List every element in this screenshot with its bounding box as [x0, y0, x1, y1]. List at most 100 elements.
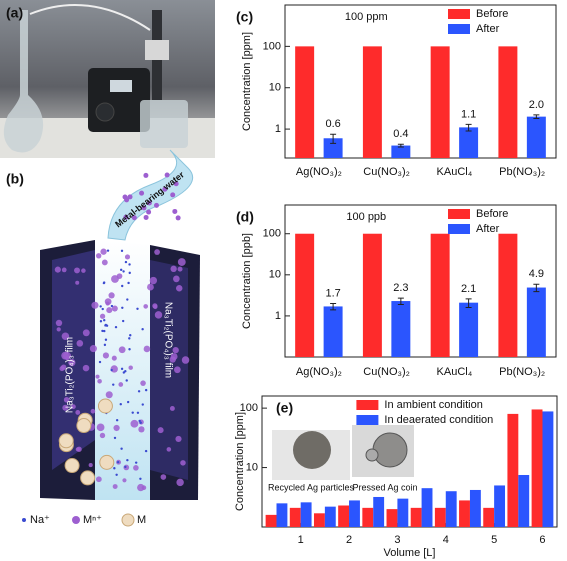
ion: [116, 273, 123, 280]
y-tick-label: 10: [269, 82, 281, 94]
ion: [128, 365, 133, 370]
ion: [70, 404, 76, 410]
legend-label: In ambient condition: [384, 399, 482, 411]
ion: [143, 172, 149, 178]
ion: [102, 281, 106, 285]
y-axis-label: Concentration [ppm]: [241, 32, 253, 131]
ion: [105, 391, 113, 399]
ion: [113, 424, 120, 432]
value-label: 0.4: [393, 128, 408, 140]
y-axis-label: Concentration [ppb]: [241, 233, 253, 329]
bar: [386, 509, 398, 527]
y-tick-label: 100: [263, 40, 281, 52]
ion: [99, 313, 106, 319]
ion: [141, 485, 147, 491]
ion: [144, 388, 148, 392]
annotation: Pressed Ag coin: [352, 482, 417, 492]
ion: [96, 423, 105, 432]
x-tick-label: Cu(NO₃)₂: [363, 366, 410, 378]
panel-label: (b): [6, 171, 24, 187]
ion: [120, 447, 123, 450]
ion: [166, 447, 172, 452]
ion: [119, 403, 122, 406]
bar: [434, 507, 446, 527]
ion: [121, 284, 124, 288]
bar: [507, 413, 519, 527]
ion: [115, 473, 118, 476]
ion: [103, 329, 106, 333]
error-bar: [397, 143, 404, 148]
ion: [129, 334, 132, 337]
ion: [128, 271, 131, 275]
bar: [362, 46, 382, 158]
ion: [82, 364, 90, 372]
bar: [373, 496, 385, 527]
error-bar: [465, 298, 472, 309]
ion: [147, 283, 154, 291]
ion: [130, 419, 139, 428]
ion: [100, 248, 107, 255]
bar: [518, 474, 530, 527]
legend-swatch: [448, 9, 470, 19]
panel-label: (a): [6, 5, 23, 21]
ion: [170, 192, 176, 198]
ion: [56, 327, 61, 332]
ion: [146, 209, 152, 215]
ion: [90, 408, 96, 414]
bar: [459, 302, 479, 357]
ion: [154, 249, 161, 255]
ion: [152, 303, 158, 309]
value-label: 0.6: [325, 118, 340, 130]
ion: [128, 348, 131, 351]
bar: [295, 233, 315, 357]
ion: [169, 406, 175, 411]
ion: [172, 208, 178, 214]
bar: [526, 287, 546, 357]
ion: [61, 267, 67, 273]
y-tick-label: 10: [269, 269, 281, 281]
bar: [421, 488, 433, 527]
bar: [265, 514, 277, 527]
ion: [141, 328, 144, 331]
bar: [494, 485, 506, 527]
x-tick-label: KAuCl₄: [437, 366, 473, 378]
ion: [101, 329, 104, 333]
bar: [542, 411, 554, 527]
ion: [122, 270, 125, 273]
x-tick-label: Pb(NO₃)₂: [499, 366, 545, 378]
ion: [81, 268, 86, 273]
ion: [74, 267, 80, 274]
ion: [127, 194, 133, 200]
ion: [160, 474, 167, 480]
ion: [106, 249, 110, 252]
ion: [82, 329, 90, 337]
legend-label: Na⁺: [30, 514, 50, 526]
ion: [110, 368, 113, 372]
ion: [175, 215, 181, 221]
ion: [99, 305, 102, 308]
ion: [76, 340, 84, 347]
ion: [104, 324, 107, 327]
ion: [136, 307, 139, 310]
ion: [62, 404, 69, 411]
ion: [125, 379, 128, 382]
panel-label: (d): [236, 209, 254, 225]
bar: [391, 145, 411, 158]
ion: [95, 374, 100, 379]
ion: [101, 307, 104, 311]
ion: [112, 383, 115, 386]
ion: [126, 298, 129, 301]
legend-label: After: [476, 23, 500, 35]
ion: [106, 307, 113, 314]
legend-label: After: [476, 223, 500, 235]
ion: [103, 319, 106, 322]
panel-label: (c): [236, 9, 253, 25]
ion: [126, 458, 129, 462]
legend-label: Before: [476, 8, 508, 20]
ion: [120, 367, 124, 371]
ion: [63, 396, 70, 403]
bar: [349, 500, 360, 527]
x-tick-label: 4: [443, 534, 449, 546]
